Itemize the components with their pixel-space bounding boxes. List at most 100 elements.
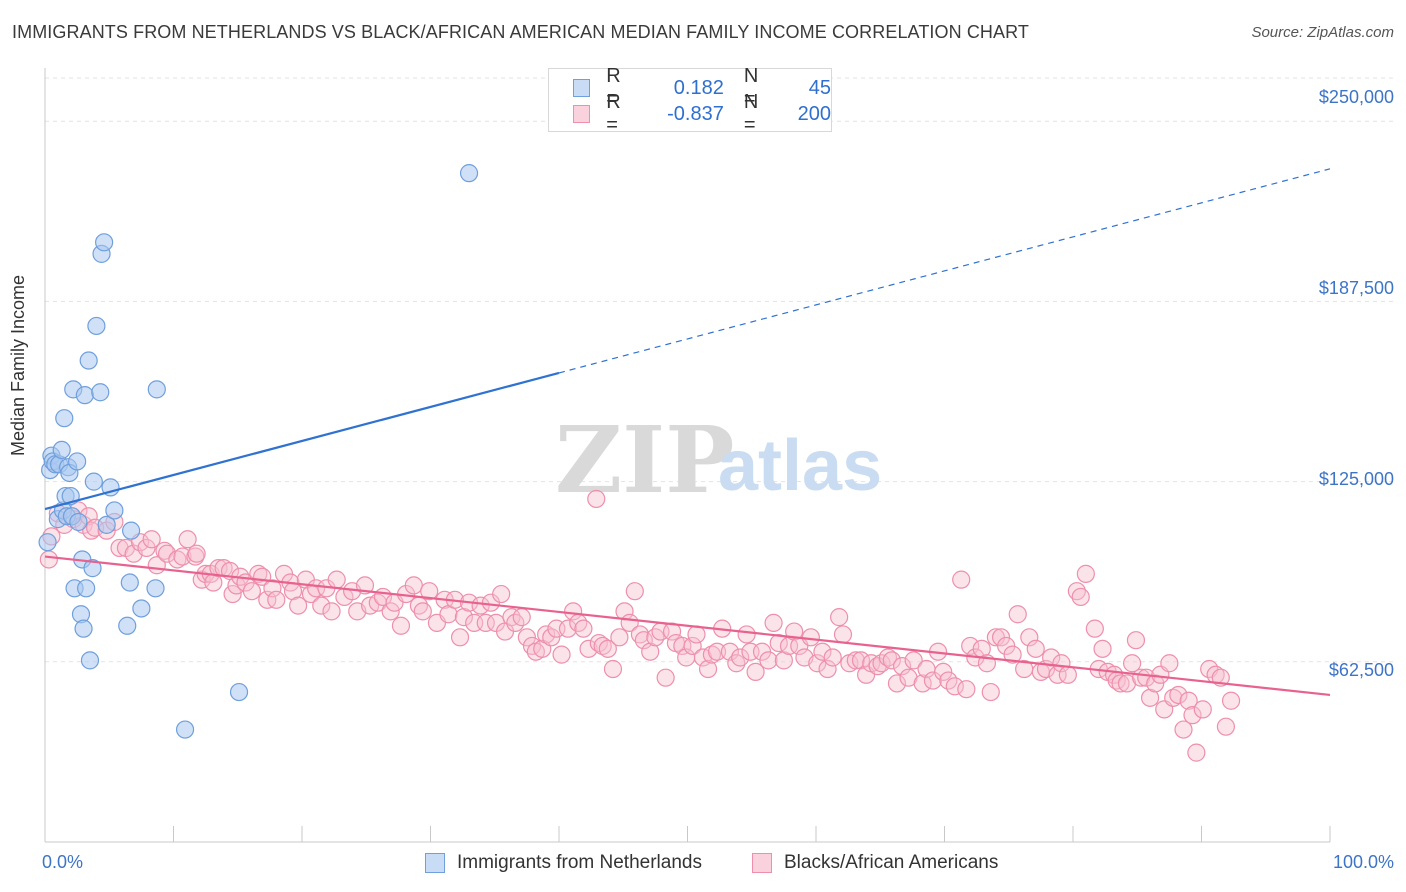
data-point-black [1126, 631, 1146, 650]
chart-title: IMMIGRANTS FROM NETHERLANDS VS BLACK/AFR… [12, 22, 1029, 42]
data-point-black [1174, 720, 1193, 739]
data-point-netherlands [120, 573, 139, 592]
legend-r-value: 0.182 [673, 76, 724, 99]
data-point-netherlands [84, 472, 103, 491]
data-point-netherlands [52, 440, 71, 460]
data-point-black [698, 659, 718, 679]
data-point-black [327, 570, 346, 589]
data-point-black [1076, 564, 1095, 583]
data-point-netherlands [68, 452, 87, 471]
data-point-black [801, 628, 820, 647]
data-point-black [913, 674, 932, 693]
data-point-netherlands [74, 619, 93, 638]
bottom-legend-netherlands: Immigrants from Netherlands [425, 852, 702, 874]
legend-r-label: R = [606, 65, 621, 110]
x-tick-label-min: 0.0% [42, 852, 84, 872]
data-point-netherlands [91, 383, 110, 402]
legend-swatch-pink [573, 105, 591, 123]
data-point-black [1179, 691, 1198, 710]
data-point-black [610, 628, 629, 647]
data-point-black [1020, 628, 1039, 647]
data-point-black [420, 582, 439, 601]
data-point-black [223, 584, 242, 604]
data-point-black [381, 602, 400, 621]
data-point-netherlands [38, 533, 57, 552]
data-point-black [887, 674, 907, 693]
data-point-black [512, 608, 531, 627]
data-point-black [892, 657, 912, 676]
data-point-black [552, 645, 571, 664]
data-point-black [1085, 619, 1104, 638]
legend-row-black: R = -0.837 N = 200 [573, 91, 831, 136]
bottom-legend-label: Blacks/African Americans [784, 852, 999, 873]
data-point-black [702, 645, 722, 664]
y-tick-label: $62,500 [1328, 660, 1394, 680]
data-point-black [1123, 654, 1142, 673]
data-point-netherlands [55, 409, 74, 428]
data-point-black [307, 579, 326, 598]
data-point-black [1140, 688, 1160, 707]
y-tick-label: $125,000 [1318, 469, 1394, 489]
data-point-black [656, 668, 675, 687]
data-point-black [517, 628, 536, 647]
data-point-netherlands [69, 512, 88, 532]
data-point-black [178, 530, 197, 549]
data-point-black [846, 651, 865, 670]
bottom-legend-swatch-pink [752, 853, 772, 873]
data-point-black [830, 608, 849, 627]
data-point-black [242, 582, 261, 601]
data-point-black [267, 590, 286, 609]
data-point-black [450, 628, 470, 647]
data-point-netherlands [229, 682, 249, 702]
data-point-netherlands [459, 164, 479, 183]
data-point-black [991, 628, 1011, 647]
y-tick-label: $250,000 [1318, 87, 1394, 107]
legend-n-label: N = [743, 65, 759, 110]
legend-n-value: 200 [797, 102, 831, 125]
trendline-black [44, 555, 1331, 697]
data-point-black [1137, 668, 1156, 687]
data-point-black [413, 602, 432, 621]
data-point-netherlands [83, 559, 102, 578]
bottom-legend-label: Immigrants from Netherlands [457, 852, 702, 873]
data-point-black [1183, 706, 1202, 725]
data-point-black [952, 570, 971, 589]
data-point-black [558, 619, 578, 638]
data-point-black [1193, 700, 1212, 719]
data-point-black [137, 538, 156, 558]
y-axis-label: Median Family Income [8, 274, 28, 456]
data-point-black [746, 662, 765, 682]
data-point-black [1164, 688, 1183, 707]
data-point-black [720, 642, 740, 661]
data-point-netherlands [77, 579, 96, 598]
data-point-black [683, 636, 702, 656]
data-point-netherlands [80, 651, 100, 670]
data-point-black [731, 648, 750, 667]
data-point-black [934, 662, 953, 682]
legend-r-value: -0.837 [667, 102, 724, 125]
data-point-netherlands [79, 351, 98, 370]
data-point-black [155, 541, 174, 560]
data-point-black [882, 651, 901, 670]
data-point-black [851, 651, 871, 670]
data-point-netherlands [147, 380, 166, 399]
data-point-black [322, 602, 341, 621]
data-point-black [564, 602, 583, 621]
data-point-black [1008, 605, 1027, 624]
data-point-black [813, 642, 832, 661]
watermark-atlas: atlas [718, 426, 882, 506]
data-point-black [774, 651, 793, 670]
data-point-black [957, 680, 976, 699]
trendline-netherlands [44, 371, 560, 511]
data-point-black [764, 613, 783, 632]
trendline-netherlands-extension [558, 168, 1331, 374]
data-point-black [471, 596, 490, 615]
data-point-netherlands [132, 599, 151, 618]
bottom-legend-black: Blacks/African Americans [752, 852, 998, 874]
data-point-netherlands [121, 521, 141, 540]
data-point-black [542, 628, 561, 647]
data-point-black [759, 651, 778, 670]
data-point-netherlands [105, 501, 124, 520]
data-point-black [476, 613, 495, 632]
